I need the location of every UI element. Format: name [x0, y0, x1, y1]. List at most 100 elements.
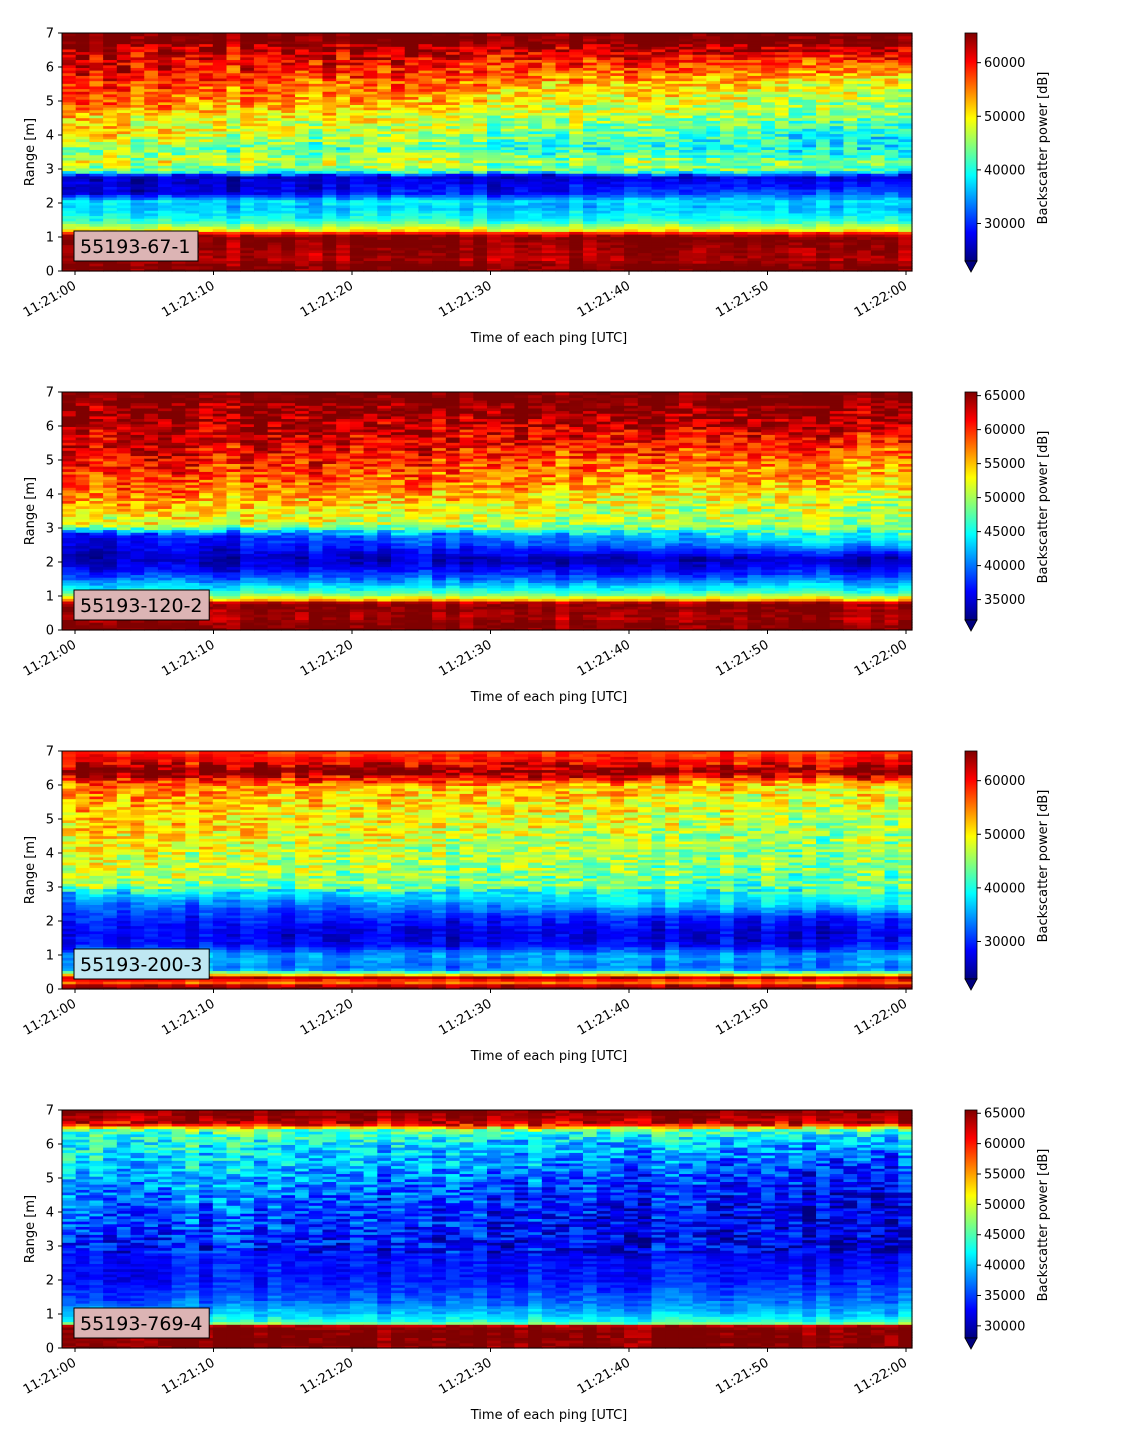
heatmap-cell: [418, 268, 433, 272]
heatmap-cell: [459, 223, 474, 227]
heatmap-cell: [267, 128, 282, 132]
heatmap-cell: [322, 122, 337, 127]
heatmap-cell: [171, 120, 186, 124]
heatmap-cell: [349, 40, 365, 45]
heatmap-cell: [75, 154, 91, 158]
heatmap-cell: [391, 247, 406, 251]
heatmap-cell: [267, 194, 282, 198]
heatmap-cell: [240, 170, 255, 174]
heatmap-cell: [267, 247, 282, 251]
heatmap-cell: [130, 35, 145, 39]
heatmap-cell: [418, 233, 433, 238]
heatmap-cell: [75, 122, 91, 127]
heatmap-cell: [62, 226, 77, 230]
heatmap-cell: [295, 107, 310, 111]
heatmap-cell: [295, 252, 310, 256]
heatmap-cell: [157, 263, 173, 267]
heatmap-cell: [404, 191, 420, 195]
heatmap-cell: [116, 149, 132, 153]
heatmap-cell: [267, 162, 282, 166]
heatmap-cell: [349, 130, 365, 135]
heatmap-cell: [199, 247, 214, 251]
heatmap-cell: [459, 249, 474, 254]
heatmap-cell: [226, 136, 241, 140]
heatmap-cell: [391, 194, 406, 198]
heatmap-cell: [267, 40, 282, 45]
heatmap-cell: [432, 64, 447, 68]
heatmap-cell: [171, 191, 186, 195]
heatmap-cell: [391, 46, 406, 50]
heatmap-cell: [130, 165, 145, 169]
heatmap-cell: [281, 175, 296, 180]
heatmap-cell: [157, 170, 173, 174]
heatmap-cell: [130, 207, 145, 211]
heatmap-cell: [144, 122, 159, 127]
heatmap-cell: [185, 157, 200, 161]
heatmap-cell: [281, 165, 296, 169]
heatmap-cell: [322, 257, 337, 262]
heatmap-cell: [62, 62, 77, 66]
heatmap-cell: [336, 210, 351, 214]
heatmap-cell: [89, 170, 104, 174]
heatmap-cell: [363, 40, 378, 45]
heatmap-cell: [253, 215, 269, 219]
heatmap-cell: [281, 218, 296, 222]
heatmap-cell: [377, 75, 392, 79]
heatmap-cell: [75, 207, 91, 211]
heatmap-cell: [295, 144, 310, 148]
heatmap-cell: [75, 170, 91, 174]
heatmap-cell: [322, 183, 337, 187]
heatmap-cell: [157, 260, 173, 264]
heatmap-cell: [226, 207, 241, 211]
heatmap-cell: [349, 210, 365, 214]
heatmap-cell: [308, 35, 324, 39]
heatmap-cell: [363, 181, 378, 185]
heatmap-cell: [281, 241, 296, 246]
heatmap-cell: [418, 64, 433, 68]
heatmap-cell: [336, 96, 351, 100]
heatmap-cell: [144, 133, 159, 137]
heatmap-cell: [377, 181, 392, 185]
heatmap-cell: [377, 170, 392, 174]
heatmap-cell: [349, 62, 365, 66]
heatmap-cell: [171, 93, 186, 98]
heatmap-cell: [171, 96, 186, 100]
heatmap-cell: [459, 109, 474, 113]
heatmap-cell: [130, 268, 145, 272]
heatmap-cell: [432, 260, 447, 264]
heatmap-cell: [281, 226, 296, 230]
heatmap-cell: [445, 202, 461, 206]
heatmap-cell: [445, 252, 461, 256]
heatmap-cell: [199, 199, 214, 203]
heatmap-cell: [432, 173, 447, 177]
heatmap-cell: [459, 101, 474, 105]
heatmap-cell: [199, 220, 214, 224]
heatmap-cell: [445, 223, 461, 227]
heatmap-cell: [391, 107, 406, 111]
heatmap-cell: [89, 226, 104, 230]
heatmap-cell: [171, 128, 186, 132]
heatmap-cell: [130, 125, 145, 129]
heatmap-cell: [418, 247, 433, 251]
heatmap-cell: [185, 40, 200, 45]
heatmap-cell: [75, 109, 91, 113]
heatmap-cell: [281, 228, 296, 232]
heatmap-cell: [349, 194, 365, 198]
heatmap-cell: [130, 167, 145, 172]
heatmap-cell: [363, 265, 378, 269]
heatmap-cell: [199, 239, 214, 243]
heatmap-cell: [253, 170, 269, 174]
heatmap-cell: [308, 93, 324, 98]
heatmap-cell: [336, 120, 351, 124]
heatmap-cell: [130, 218, 145, 222]
heatmap-cell: [363, 104, 378, 108]
heatmap-cell: [253, 67, 269, 71]
heatmap-cell: [240, 59, 255, 63]
heatmap-cell: [130, 260, 145, 264]
heatmap-cell: [75, 220, 91, 224]
heatmap-cell: [322, 157, 337, 161]
heatmap-cell: [459, 173, 474, 177]
heatmap-cell: [185, 149, 200, 153]
heatmap-cell: [363, 159, 378, 164]
heatmap-cell: [473, 239, 488, 243]
